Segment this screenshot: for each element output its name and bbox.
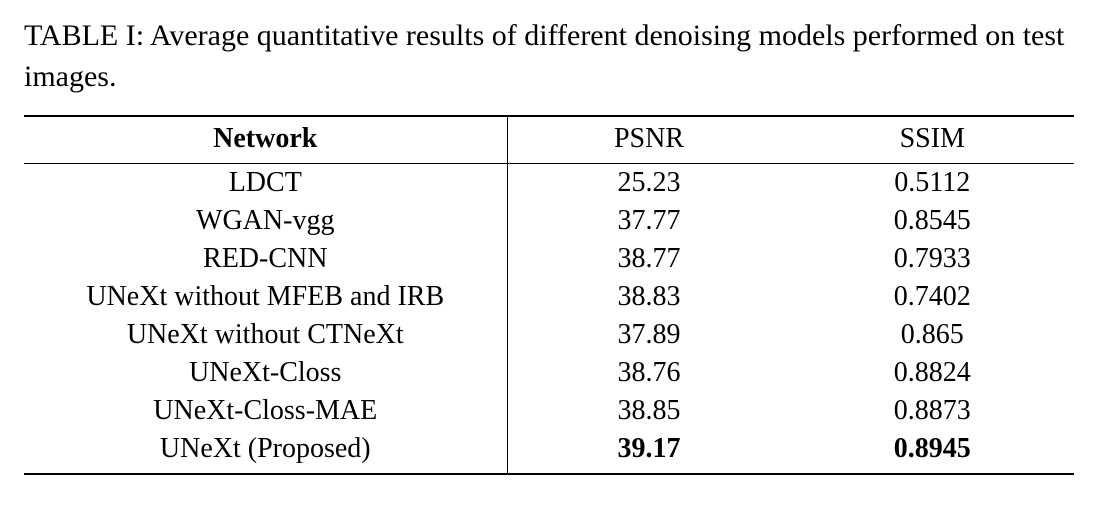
table-row: WGAN-vgg 37.77 0.8545 <box>24 202 1074 240</box>
cell-psnr: 38.85 <box>507 392 791 430</box>
cell-network: UNeXt-Closs <box>24 354 507 392</box>
cell-ssim: 0.7933 <box>791 240 1075 278</box>
col-header-ssim: SSIM <box>791 116 1075 164</box>
cell-ssim: 0.5112 <box>791 164 1075 203</box>
col-header-psnr: PSNR <box>507 116 791 164</box>
cell-ssim: 0.865 <box>791 316 1075 354</box>
cell-ssim: 0.8545 <box>791 202 1075 240</box>
cell-network: RED-CNN <box>24 240 507 278</box>
table-row: UNeXt (Proposed) 39.17 0.8945 <box>24 430 1074 474</box>
cell-ssim: 0.8945 <box>791 430 1075 474</box>
cell-network: WGAN-vgg <box>24 202 507 240</box>
cell-psnr: 25.23 <box>507 164 791 203</box>
cell-psnr: 38.77 <box>507 240 791 278</box>
cell-psnr: 39.17 <box>507 430 791 474</box>
results-table: Network PSNR SSIM LDCT 25.23 0.5112 WGAN… <box>24 115 1074 475</box>
table-row: UNeXt-Closs 38.76 0.8824 <box>24 354 1074 392</box>
table-row: LDCT 25.23 0.5112 <box>24 164 1074 203</box>
table-row: UNeXt-Closs-MAE 38.85 0.8873 <box>24 392 1074 430</box>
cell-network: UNeXt (Proposed) <box>24 430 507 474</box>
cell-ssim: 0.8824 <box>791 354 1075 392</box>
table-header-row: Network PSNR SSIM <box>24 116 1074 164</box>
cell-network: UNeXt without CTNeXt <box>24 316 507 354</box>
cell-network: UNeXt without MFEB and IRB <box>24 278 507 316</box>
table-row: RED-CNN 38.77 0.7933 <box>24 240 1074 278</box>
cell-network: UNeXt-Closs-MAE <box>24 392 507 430</box>
table-row: UNeXt without MFEB and IRB 38.83 0.7402 <box>24 278 1074 316</box>
cell-psnr: 37.89 <box>507 316 791 354</box>
cell-psnr: 37.77 <box>507 202 791 240</box>
col-header-network: Network <box>24 116 507 164</box>
table-row: UNeXt without CTNeXt 37.89 0.865 <box>24 316 1074 354</box>
cell-ssim: 0.8873 <box>791 392 1075 430</box>
cell-psnr: 38.83 <box>507 278 791 316</box>
cell-network: LDCT <box>24 164 507 203</box>
cell-ssim: 0.7402 <box>791 278 1075 316</box>
cell-psnr: 38.76 <box>507 354 791 392</box>
table-caption: TABLE I: Average quantitative results of… <box>24 16 1074 97</box>
